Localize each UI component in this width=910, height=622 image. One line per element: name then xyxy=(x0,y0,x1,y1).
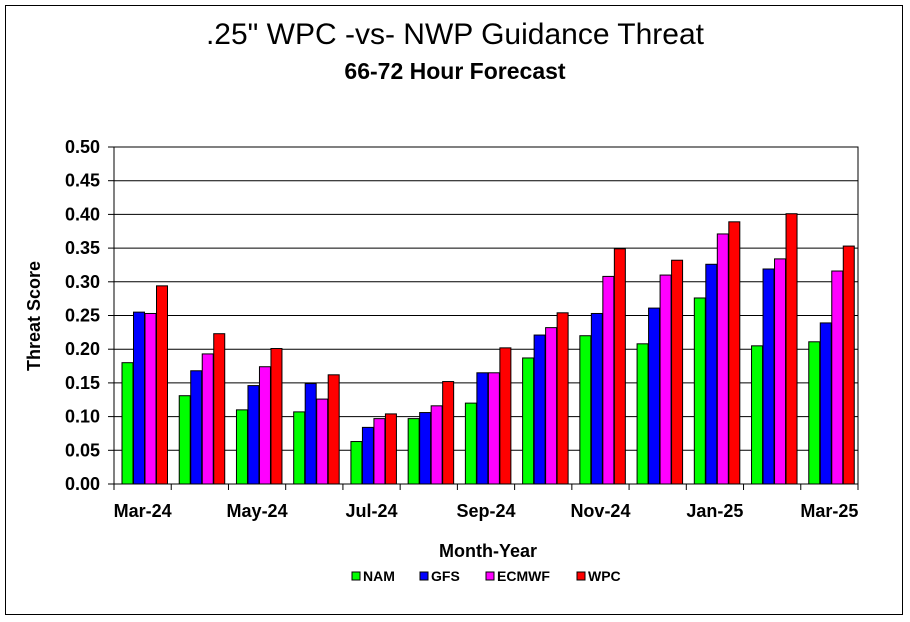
bar-ecmwf-jun-24 xyxy=(316,398,329,485)
y-tick-label: 0.40 xyxy=(65,204,100,224)
bar-nam-jul-24 xyxy=(350,441,363,485)
y-tick-label: 0.00 xyxy=(65,474,100,494)
legend-label-ecmwf: ECMWF xyxy=(497,568,550,584)
chart-title: .25" WPC -vs- NWP Guidance Threat xyxy=(205,18,705,51)
bar-gfs-dec-24 xyxy=(648,307,661,485)
x-tick-label: Nov-24 xyxy=(570,501,630,521)
bar-gfs-jul-24 xyxy=(361,426,374,485)
x-tick-label: Sep-24 xyxy=(456,501,515,521)
x-axis-title: Month-Year xyxy=(439,541,537,561)
bar-ecmwf-mar-25 xyxy=(831,270,844,485)
y-tick-label: 0.15 xyxy=(65,373,100,393)
bar-nam-oct-24 xyxy=(522,357,535,485)
bar-wpc-jul-24 xyxy=(384,413,397,485)
bars xyxy=(121,213,855,485)
bar-gfs-jun-24 xyxy=(304,383,317,485)
legend-label-gfs: GFS xyxy=(431,568,460,584)
bar-ecmwf-jul-24 xyxy=(373,418,386,485)
bar-wpc-may-24 xyxy=(270,348,283,485)
bar-nam-jun-24 xyxy=(293,411,306,485)
chart-subtitle: 66-72 Hour Forecast xyxy=(344,58,566,84)
bar-wpc-sep-24 xyxy=(499,347,512,485)
bar-wpc-oct-24 xyxy=(556,312,569,485)
y-tick-label: 0.20 xyxy=(65,339,100,359)
y-tick-label: 0.25 xyxy=(65,306,100,326)
y-tick-labels: 0.00 0.05 0.10 0.15 0.20 0.25 0.30 0.35 0.40 0.45… xyxy=(65,137,100,494)
bar-wpc-nov-24 xyxy=(613,248,626,485)
legend-swatch-gfs xyxy=(419,571,429,581)
bar-wpc-dec-24 xyxy=(671,259,684,485)
y-tick-label: 0.05 xyxy=(65,440,100,460)
bar-ecmwf-apr-24 xyxy=(201,353,214,485)
x-tick-label: Jan-25 xyxy=(686,501,743,521)
legend-swatch-wpc xyxy=(576,571,586,581)
bar-wpc-apr-24 xyxy=(213,333,226,485)
bar-nam-feb-25 xyxy=(751,345,764,485)
bar-nam-nov-24 xyxy=(579,335,592,485)
bar-ecmwf-dec-24 xyxy=(659,274,672,485)
y-tick-label: 0.10 xyxy=(65,407,100,427)
bar-gfs-apr-24 xyxy=(190,370,203,485)
bar-nam-jan-25 xyxy=(693,297,706,485)
bar-gfs-may-24 xyxy=(247,385,260,485)
bar-ecmwf-mar-24 xyxy=(144,312,157,485)
x-tick-label: Mar-24 xyxy=(114,501,172,521)
x-tick-label: Mar-25 xyxy=(800,501,858,521)
y-tick-label: 0.35 xyxy=(65,238,100,258)
legend-swatch-nam xyxy=(351,571,361,581)
plot-area-border xyxy=(113,146,859,485)
axes xyxy=(113,146,859,490)
x-tick-label: Jul-24 xyxy=(346,501,398,521)
bar-wpc-aug-24 xyxy=(442,381,455,485)
bar-nam-dec-24 xyxy=(636,343,649,485)
x-tick-labels: Mar-24 May-24 Jul-24 Sep-24 Nov-24 Jan-25 Mar-… xyxy=(114,501,859,521)
bar-gfs-sep-24 xyxy=(476,372,489,485)
bar-gfs-mar-24 xyxy=(133,311,145,485)
bar-wpc-mar-24 xyxy=(156,285,168,485)
bar-gfs-feb-25 xyxy=(762,268,775,485)
bar-nam-mar-25 xyxy=(808,341,821,485)
bar-nam-mar-24 xyxy=(121,362,134,485)
x-tick-label: May-24 xyxy=(227,501,288,521)
bar-ecmwf-oct-24 xyxy=(545,327,558,485)
bar-ecmwf-jan-25 xyxy=(716,233,729,485)
bar-gfs-mar-25 xyxy=(819,322,832,485)
bar-wpc-feb-25 xyxy=(785,213,798,485)
bar-gfs-aug-24 xyxy=(419,412,432,485)
bar-gfs-jan-25 xyxy=(705,263,718,485)
bar-nam-aug-24 xyxy=(407,418,420,485)
bar-nam-may-24 xyxy=(235,409,248,485)
bar-ecmwf-nov-24 xyxy=(602,275,615,485)
bar-wpc-jan-25 xyxy=(728,221,741,485)
legend-label-nam: NAM xyxy=(363,568,395,584)
bar-gfs-oct-24 xyxy=(533,334,546,485)
bar-ecmwf-sep-24 xyxy=(487,372,500,485)
bar-gfs-nov-24 xyxy=(590,312,603,485)
y-tick-label: 0.30 xyxy=(65,272,100,292)
bar-nam-sep-24 xyxy=(464,402,477,485)
legend: NAM GFS ECMWF WPC xyxy=(351,568,621,584)
bar-ecmwf-may-24 xyxy=(258,366,271,485)
legend-label-wpc: WPC xyxy=(588,568,621,584)
y-tick-label: 0.50 xyxy=(65,137,100,157)
y-axis-title: Threat Score xyxy=(24,261,44,371)
bar-wpc-mar-25 xyxy=(842,245,855,485)
y-tick-label: 0.45 xyxy=(65,171,100,191)
bar-wpc-jun-24 xyxy=(327,374,340,485)
bar-ecmwf-feb-25 xyxy=(774,258,787,485)
bar-nam-apr-24 xyxy=(178,395,191,485)
chart-frame xyxy=(5,5,903,615)
bar-ecmwf-aug-24 xyxy=(430,405,443,485)
legend-swatch-ecmwf xyxy=(485,571,495,581)
